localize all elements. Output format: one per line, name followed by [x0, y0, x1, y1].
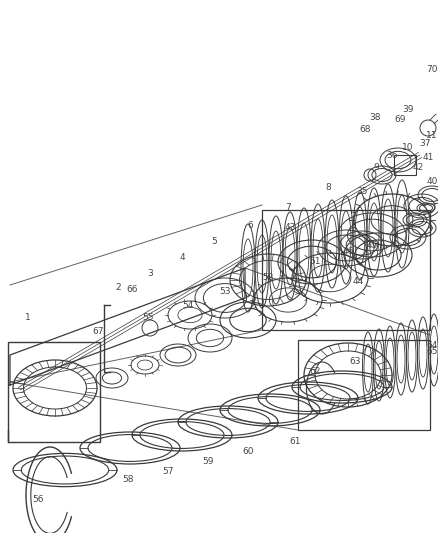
Text: 1: 1 — [25, 313, 31, 322]
Text: 63: 63 — [349, 358, 361, 367]
Text: 69: 69 — [394, 116, 406, 125]
Text: 64: 64 — [426, 341, 438, 350]
Text: 41: 41 — [422, 154, 434, 163]
Text: 45: 45 — [366, 240, 378, 249]
Bar — [394, 155, 416, 175]
Text: 56: 56 — [32, 496, 44, 505]
Text: 53: 53 — [219, 287, 231, 296]
Text: 40: 40 — [426, 177, 438, 187]
Text: 8: 8 — [325, 183, 331, 192]
Text: 3: 3 — [147, 269, 153, 278]
Text: 68: 68 — [359, 125, 371, 134]
Text: 10: 10 — [402, 143, 414, 152]
Text: 11: 11 — [426, 132, 438, 141]
Text: 62: 62 — [309, 367, 321, 376]
Text: 66: 66 — [126, 286, 138, 295]
Text: 61: 61 — [289, 438, 301, 447]
Text: 59: 59 — [202, 457, 214, 466]
Text: 65: 65 — [426, 348, 438, 357]
Text: 39: 39 — [402, 106, 414, 115]
Text: 70: 70 — [426, 66, 438, 75]
Text: 9: 9 — [373, 164, 379, 173]
Text: 43: 43 — [284, 223, 296, 232]
Text: 7: 7 — [285, 204, 291, 213]
Text: 46: 46 — [343, 247, 354, 256]
Text: 52: 52 — [262, 273, 274, 282]
Text: 42: 42 — [412, 164, 424, 173]
Text: 58: 58 — [122, 475, 134, 484]
Text: 2: 2 — [115, 282, 121, 292]
Text: 6: 6 — [247, 222, 253, 230]
Text: 67: 67 — [92, 327, 104, 336]
Text: 54: 54 — [182, 301, 194, 310]
Bar — [298, 340, 430, 430]
Bar — [262, 210, 430, 330]
Text: 44: 44 — [353, 278, 364, 287]
Text: 60: 60 — [242, 448, 254, 456]
Text: 4: 4 — [179, 254, 185, 262]
Text: 38: 38 — [369, 114, 381, 123]
Text: 35: 35 — [356, 188, 368, 197]
Text: 37: 37 — [419, 139, 431, 148]
Text: 51: 51 — [309, 257, 321, 266]
Text: 5: 5 — [211, 238, 217, 246]
Bar — [8, 342, 100, 442]
Text: 55: 55 — [142, 313, 154, 322]
Text: 36: 36 — [386, 150, 398, 159]
Text: 57: 57 — [162, 467, 174, 477]
